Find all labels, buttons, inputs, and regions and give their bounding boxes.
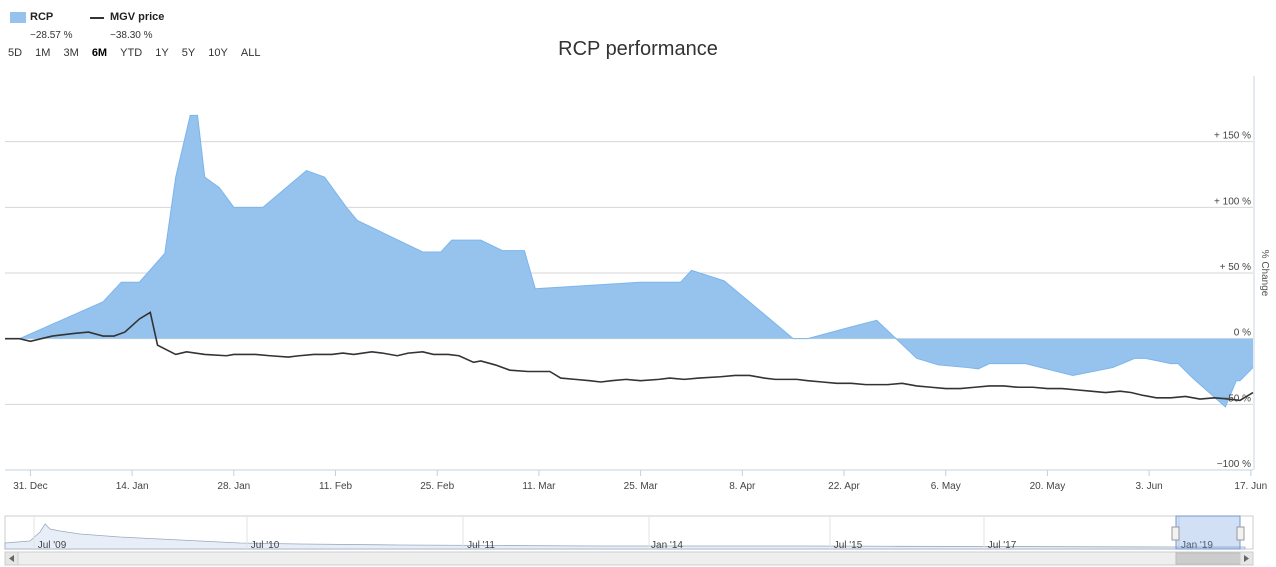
range-button-5y[interactable]: 5Y (181, 47, 196, 59)
chart-title: RCP performance (558, 38, 718, 60)
legend-value-mgv: −38.30 % (110, 30, 153, 41)
mgv-series (5, 311, 1254, 402)
range-button-ytd[interactable]: YTD (120, 47, 143, 59)
y-axis-label: % Change (1259, 250, 1270, 297)
x-tick-label-7: 8. Apr (729, 481, 756, 492)
x-tick-label-9: 6. May (931, 481, 961, 492)
range-button-1m[interactable]: 1M (35, 47, 51, 59)
legend-label-mgv: MGV price (110, 11, 165, 23)
range-button-6m[interactable]: 6M (91, 47, 108, 59)
rcp-area-outline (5, 114, 1254, 408)
y-tick-label-1: −50 % (1222, 393, 1251, 404)
rcp-area-swatch (10, 12, 26, 23)
y-tick-label-2: 0 % (1234, 328, 1251, 339)
chevron-left-icon (9, 555, 14, 562)
navigator-selection[interactable] (1175, 515, 1241, 550)
x-tick-label-3: 11. Feb (319, 481, 353, 492)
scrollbar-thumb[interactable] (1175, 552, 1241, 565)
range-selector: 5D 1M 3M 6M YTD 1Y 5Y 10Y ALL (8, 47, 271, 59)
rcp-area (5, 115, 1253, 407)
mgv-price-line (5, 311, 1254, 402)
x-tick-label-12: 17. Jun (1234, 481, 1267, 492)
navigator-label-3: Jan '14 (651, 540, 683, 551)
range-button-all[interactable]: ALL (240, 47, 261, 59)
navigator-label-5: Jul '17 (988, 540, 1017, 551)
x-tick-label-1: 14. Jan (116, 481, 149, 492)
x-axis: 31. Dec 14. Jan 28. Jan 11. Feb 25. Feb 11. M… (13, 470, 1267, 492)
x-tick-label-8: 22. Apr (828, 481, 860, 492)
range-button-1y[interactable]: 1Y (155, 47, 169, 59)
y-axis: −100 % −50 % 0 % + 50 % + 100 % + 150 % (1214, 131, 1251, 470)
x-tick-label-5: 11. Mar (522, 481, 556, 492)
y-tick-label-4: + 100 % (1214, 196, 1251, 207)
range-button-3m[interactable]: 3M (63, 47, 79, 59)
navigator-label-6: Jan '19 (1181, 540, 1213, 551)
navigator-label-4: Jul '15 (834, 540, 863, 551)
mgv-line-swatch (90, 17, 104, 19)
scrollbar-track[interactable] (4, 551, 1254, 566)
range-button-10y[interactable]: 10Y (208, 47, 228, 59)
navigator-label-2: Jul '11 (467, 540, 495, 551)
y-tick-label-3: + 50 % (1220, 262, 1252, 273)
x-tick-label-6: 25. Mar (624, 481, 659, 492)
legend-value-rcp: −28.57 % (30, 30, 73, 41)
x-tick-label-0: 31. Dec (13, 481, 47, 492)
x-tick-label-2: 28. Jan (217, 481, 250, 492)
navigator-handle-left[interactable] (1171, 526, 1180, 541)
navigator-handle-right[interactable] (1236, 526, 1245, 541)
x-tick-label-10: 20. May (1030, 481, 1066, 492)
navigator-series (4, 523, 1246, 550)
chevron-right-icon (1244, 555, 1249, 562)
range-button-5d[interactable]: 5D (8, 47, 23, 59)
y-tick-label-0: −100 % (1217, 459, 1251, 470)
legend-label-rcp: RCP (30, 11, 54, 23)
rcp-series (5, 114, 1254, 408)
y-tick-label-5: + 150 % (1214, 131, 1251, 142)
navigator-label-1: Jul '10 (251, 540, 280, 551)
navigator: Jul '09 Jul '10 Jul '11 Jan '14 Jul '15 Jul '… (4, 515, 1254, 566)
navigator-label-0: Jul '09 (38, 540, 67, 551)
x-tick-label-11: 3. Jun (1135, 481, 1162, 492)
x-tick-label-4: 25. Feb (420, 481, 454, 492)
